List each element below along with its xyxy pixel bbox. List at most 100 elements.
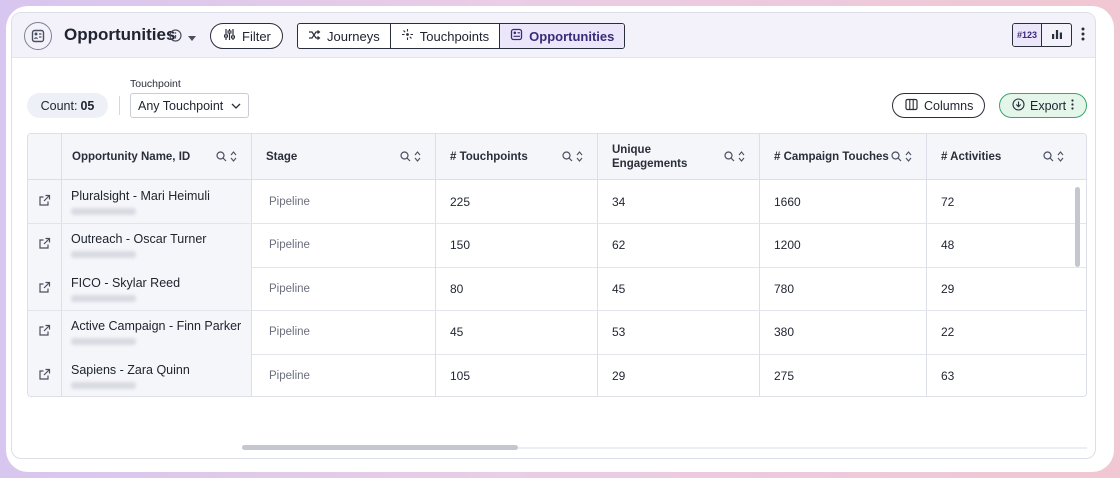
open-link-cell[interactable] bbox=[28, 180, 62, 223]
opportunity-id-redacted bbox=[71, 207, 136, 215]
opportunity-name[interactable]: FICO - Skylar Reed bbox=[71, 275, 181, 290]
column-tools bbox=[1043, 151, 1064, 165]
column-tools bbox=[891, 151, 912, 165]
open-link-cell[interactable] bbox=[28, 354, 62, 396]
search-icon[interactable] bbox=[216, 151, 227, 165]
bar-chart-icon bbox=[1051, 28, 1063, 42]
column-label: # Touchpoints bbox=[450, 151, 528, 163]
opportunity-name[interactable]: Pluralsight - Mari Heimuli bbox=[71, 188, 210, 203]
column-header-campaign-touches[interactable]: # Campaign Touches bbox=[760, 134, 927, 180]
activities-cell: 29 bbox=[941, 281, 955, 296]
column-label: # Campaign Touches bbox=[774, 151, 889, 163]
column-header-engagements[interactable]: Unique Engagements bbox=[598, 134, 760, 180]
search-icon[interactable] bbox=[400, 151, 411, 165]
tab-label: Opportunities bbox=[529, 28, 615, 44]
table-row[interactable]: Outreach - Oscar Turner Pipeline 150 62 1200… bbox=[28, 223, 1086, 268]
opportunity-name[interactable]: Outreach - Oscar Turner bbox=[71, 232, 207, 247]
more-options-icon[interactable] bbox=[1081, 26, 1085, 47]
column-header-stage[interactable]: Stage bbox=[252, 134, 436, 180]
touchpoint-select-value: Any Touchpoint bbox=[138, 98, 224, 113]
export-more-icon[interactable] bbox=[1071, 98, 1074, 113]
column-tools bbox=[400, 151, 421, 165]
table-row[interactable]: FICO - Skylar Reed Pipeline 80 45 780 29 bbox=[28, 267, 1086, 312]
table-row[interactable]: Active Campaign - Finn Parker Pipeline 45 5… bbox=[28, 310, 1086, 355]
search-icon[interactable] bbox=[1043, 151, 1054, 165]
column-header-name[interactable]: Opportunity Name, ID bbox=[62, 134, 252, 180]
count-value: 05 bbox=[80, 98, 95, 113]
caret-down-icon[interactable] bbox=[187, 30, 197, 48]
sort-icon[interactable] bbox=[1057, 151, 1064, 165]
opportunity-id-redacted bbox=[71, 338, 136, 346]
tab-touchpoints[interactable]: Touchpoints bbox=[391, 24, 501, 48]
vertical-scrollbar[interactable] bbox=[1075, 187, 1080, 267]
view-toggle: #123 bbox=[1012, 23, 1072, 47]
opportunity-name[interactable]: Sapiens - Zara Quinn bbox=[71, 362, 190, 377]
touchpoints-cell: 225 bbox=[436, 180, 598, 223]
column-tools bbox=[724, 151, 745, 166]
touchpoints-cell: 45 bbox=[436, 310, 598, 354]
column-header-activities[interactable]: # Activities bbox=[927, 134, 1086, 180]
export-button[interactable]: Export bbox=[999, 93, 1087, 118]
columns-icon bbox=[905, 98, 918, 114]
horizontal-scrollbar[interactable] bbox=[242, 445, 518, 450]
number-view-button[interactable]: #123 bbox=[1013, 24, 1042, 46]
touchpoints-cell: 80 bbox=[436, 267, 598, 311]
open-link-cell[interactable] bbox=[28, 310, 62, 354]
external-link-icon[interactable] bbox=[38, 368, 51, 384]
column-label: Opportunity Name, ID bbox=[72, 151, 191, 163]
engagements-cell: 45 bbox=[598, 267, 760, 311]
column-label: Stage bbox=[266, 151, 298, 163]
column-tools bbox=[562, 151, 583, 165]
sort-icon[interactable] bbox=[414, 151, 421, 165]
opportunity-name-cell[interactable]: FICO - Skylar Reed bbox=[62, 267, 252, 311]
search-icon[interactable] bbox=[891, 151, 902, 165]
open-link-cell[interactable] bbox=[28, 267, 62, 311]
touchpoint-select[interactable]: Any Touchpoint bbox=[130, 93, 249, 118]
sort-icon[interactable] bbox=[576, 151, 583, 165]
tab-opportunities[interactable]: Opportunities bbox=[500, 24, 625, 48]
external-link-icon[interactable] bbox=[38, 281, 51, 297]
engagements-cell: 62 bbox=[598, 223, 760, 267]
opportunity-name-cell[interactable]: Outreach - Oscar Turner bbox=[62, 223, 252, 267]
tab-journeys[interactable]: Journeys bbox=[298, 24, 391, 48]
column-tools bbox=[216, 151, 237, 165]
activities-cell: 22 bbox=[941, 325, 955, 340]
header-icon-col bbox=[28, 134, 62, 180]
campaign-cell: 780 bbox=[760, 267, 927, 311]
external-link-icon[interactable] bbox=[38, 194, 51, 210]
toolbar-divider bbox=[119, 96, 120, 115]
table-row[interactable]: Pluralsight - Mari Heimuli Pipeline 225 34 1… bbox=[28, 180, 1086, 224]
columns-button[interactable]: Columns bbox=[892, 93, 985, 118]
table-row[interactable]: Sapiens - Zara Quinn Pipeline 105 29 275 63 bbox=[28, 354, 1086, 396]
activities-cell: 63 bbox=[941, 368, 955, 383]
column-header-touchpoints[interactable]: # Touchpoints bbox=[436, 134, 598, 180]
engagements-cell: 34 bbox=[598, 180, 760, 223]
filter-button[interactable]: Filter bbox=[210, 23, 283, 49]
opportunity-id-redacted bbox=[71, 251, 136, 259]
count-badge: Count: 05 bbox=[27, 93, 108, 118]
campaign-cell: 380 bbox=[760, 310, 927, 354]
opportunity-icon bbox=[510, 28, 523, 44]
stage-cell: Pipeline bbox=[252, 310, 436, 354]
info-icon[interactable] bbox=[169, 29, 182, 47]
horizontal-scroll-track bbox=[242, 447, 1087, 449]
sort-icon[interactable] bbox=[905, 151, 912, 165]
number-view-label: #123 bbox=[1016, 30, 1038, 40]
opportunity-name-cell[interactable]: Active Campaign - Finn Parker bbox=[62, 310, 252, 354]
sort-icon[interactable] bbox=[230, 151, 237, 165]
sliders-icon bbox=[223, 28, 236, 44]
export-label: Export bbox=[1030, 98, 1067, 113]
opportunity-name-cell[interactable]: Sapiens - Zara Quinn bbox=[62, 354, 252, 396]
opportunity-name[interactable]: Active Campaign - Finn Parker bbox=[71, 319, 242, 334]
external-link-icon[interactable] bbox=[38, 324, 51, 340]
sort-icon[interactable] bbox=[738, 151, 745, 166]
search-icon[interactable] bbox=[562, 151, 573, 165]
opportunity-id-redacted bbox=[71, 294, 136, 302]
stage-cell: Pipeline bbox=[252, 180, 436, 223]
external-link-icon[interactable] bbox=[38, 237, 51, 253]
tab-label: Journeys bbox=[327, 28, 380, 44]
chart-view-button[interactable] bbox=[1042, 24, 1071, 46]
open-link-cell[interactable] bbox=[28, 223, 62, 267]
search-icon[interactable] bbox=[724, 151, 735, 166]
opportunity-name-cell[interactable]: Pluralsight - Mari Heimuli bbox=[62, 180, 252, 223]
